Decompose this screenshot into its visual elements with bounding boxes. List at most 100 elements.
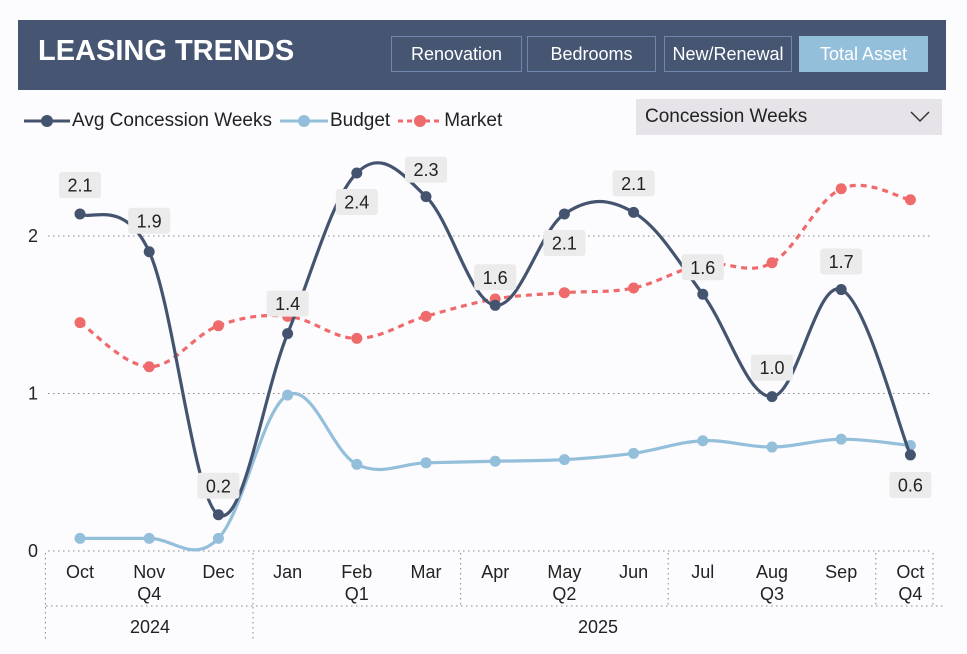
- x-tick-label: Jan: [273, 562, 302, 582]
- data-label-text: 1.6: [690, 258, 715, 278]
- budget-point: [628, 447, 640, 459]
- data-label-background: [266, 290, 309, 317]
- market-point: [74, 317, 86, 329]
- data-label: 1.6: [474, 264, 517, 291]
- budget-line-marker-icon: [279, 115, 328, 127]
- data-label-background: [59, 171, 101, 198]
- data-label-text: 1.9: [137, 211, 162, 231]
- data-label-background: [543, 229, 586, 256]
- x-tick-label: May: [547, 562, 581, 582]
- market-point: [628, 282, 640, 294]
- bedrooms-button[interactable]: Bedrooms: [527, 36, 656, 72]
- data-label-text: 0.6: [898, 475, 923, 495]
- y-tick-label: 0: [28, 541, 38, 561]
- x-tick-label: Feb: [341, 562, 372, 582]
- market-point: [143, 361, 155, 373]
- budget-point: [766, 441, 778, 453]
- data-label: 2.1: [612, 170, 655, 197]
- data-label-background: [681, 254, 724, 281]
- header-bar: LEASING TRENDS Renovation Bedrooms New/R…: [18, 20, 946, 90]
- budget-point: [282, 389, 294, 401]
- data-label-text: 1.7: [829, 252, 854, 272]
- data-label: 0.2: [197, 472, 240, 499]
- data-label-text: 2.1: [552, 233, 577, 253]
- avg-concession-point: [835, 284, 847, 296]
- budget-point: [489, 455, 501, 467]
- budget-point: [351, 458, 363, 470]
- data-label: 2.3: [405, 156, 447, 183]
- avg-concession-point: [351, 167, 363, 179]
- avg-concession-point: [904, 449, 916, 461]
- market-point: [835, 183, 847, 195]
- metric-dropdown[interactable]: Concession Weeks: [636, 99, 942, 135]
- budget-point: [212, 532, 224, 544]
- x-tick-label: Oct: [66, 562, 94, 582]
- quarter-label: Q1: [345, 584, 369, 604]
- data-label-background: [405, 156, 447, 183]
- total-asset-button[interactable]: Total Asset: [799, 36, 928, 72]
- market-point: [904, 194, 916, 206]
- legend-label: Market: [444, 110, 503, 131]
- x-tick-label: Dec: [202, 562, 234, 582]
- budget-point: [835, 433, 847, 445]
- quarter-label: Q3: [760, 584, 784, 604]
- data-label: 0.6: [889, 471, 932, 498]
- market-line-marker-icon: [398, 115, 443, 127]
- avg-concession-point: [282, 328, 294, 340]
- budget-point: [420, 457, 432, 469]
- data-label-text: 2.1: [67, 175, 92, 195]
- budget-point: [558, 454, 570, 466]
- renovation-button[interactable]: Renovation: [391, 36, 522, 72]
- data-label: 2.4: [335, 189, 378, 215]
- data-label-text: 1.0: [759, 358, 784, 378]
- data-label-text: 0.2: [206, 476, 231, 496]
- data-label-text: 1.6: [483, 268, 508, 288]
- new-renewal-button[interactable]: New/Renewal: [664, 36, 792, 72]
- market-point: [420, 310, 432, 322]
- chevron-down-icon: [910, 111, 930, 123]
- legend-item-budget[interactable]: Budget: [278, 110, 390, 132]
- data-label-text: 2.1: [621, 174, 646, 194]
- quarter-label: Q4: [137, 584, 161, 604]
- avg-concession-point: [74, 208, 86, 220]
- market-point: [212, 320, 224, 332]
- data-label-text: 2.3: [413, 160, 438, 180]
- avg-concession-point: [212, 509, 224, 521]
- quarter-label: Q2: [552, 584, 576, 604]
- avg-line-marker-icon: [24, 115, 70, 127]
- data-label-background: [128, 207, 171, 234]
- dropdown-value: Concession Weeks: [645, 106, 808, 127]
- budget-point: [74, 532, 86, 544]
- data-label-background: [474, 264, 517, 291]
- data-label: 2.1: [543, 229, 586, 256]
- x-tick-label: Oct: [896, 562, 924, 582]
- budget-point: [143, 532, 155, 544]
- market-point: [351, 332, 363, 344]
- data-label: 1.6: [681, 254, 724, 281]
- legend-item-market[interactable]: Market: [396, 110, 502, 132]
- market-point: [766, 257, 778, 269]
- avg-concession-point: [558, 208, 570, 220]
- page-title: LEASING TRENDS: [38, 35, 295, 67]
- y-tick-label: 2: [28, 226, 38, 246]
- data-label: 1.9: [128, 207, 171, 234]
- legend-item-avg[interactable]: Avg Concession Weeks: [22, 110, 272, 132]
- x-tick-label: Nov: [133, 562, 165, 582]
- y-tick-label: 1: [28, 384, 38, 404]
- avg-concession-point: [420, 191, 432, 203]
- avg-concession-point: [766, 391, 778, 403]
- x-tick-label: Apr: [481, 562, 509, 582]
- x-tick-label: Aug: [756, 562, 788, 582]
- data-label: 1.0: [751, 354, 793, 381]
- avg-concession-point: [697, 288, 709, 300]
- quarter-label: Q4: [898, 584, 922, 604]
- data-label-text: 1.4: [275, 294, 300, 314]
- data-label-background: [889, 471, 932, 498]
- avg-concession-point: [489, 299, 501, 311]
- avg-concession-point: [143, 246, 155, 258]
- legend-label: Budget: [329, 110, 391, 131]
- data-label-background: [612, 170, 655, 197]
- data-label: 1.7: [820, 248, 863, 275]
